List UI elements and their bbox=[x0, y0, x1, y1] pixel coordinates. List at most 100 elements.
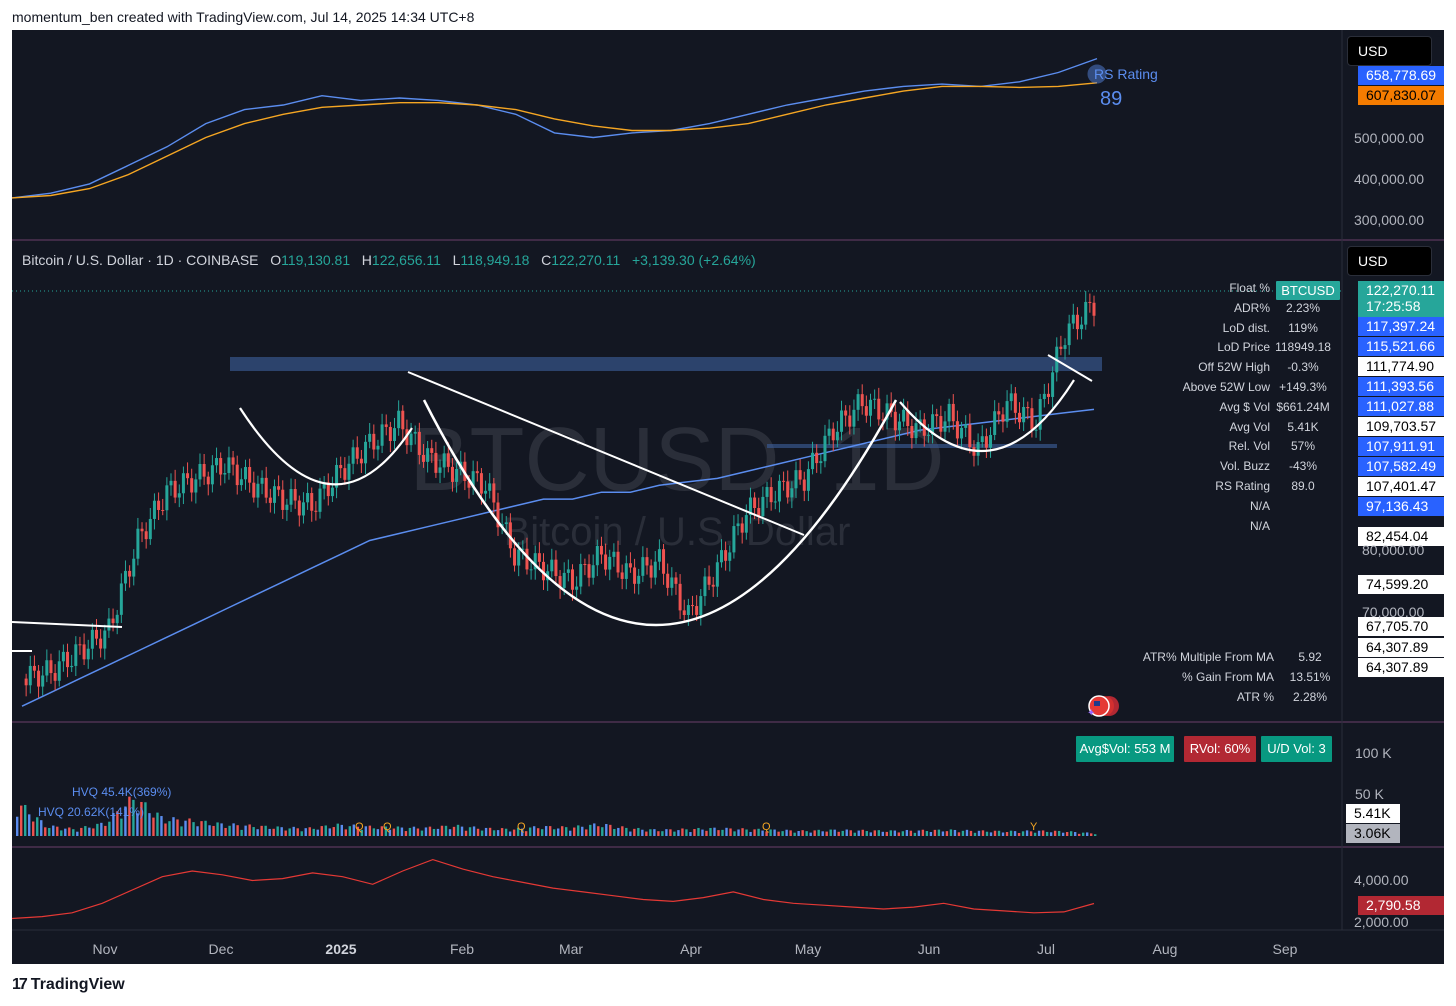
candle-body bbox=[931, 414, 935, 435]
volume-bar bbox=[104, 825, 107, 836]
candle-body bbox=[318, 488, 322, 512]
candle-body bbox=[616, 551, 620, 573]
open-label: O bbox=[270, 252, 282, 268]
volume-bar bbox=[845, 829, 848, 836]
candle-body bbox=[409, 433, 413, 446]
volume-bar bbox=[132, 799, 135, 836]
candle-body bbox=[748, 497, 752, 516]
candle-body bbox=[835, 431, 839, 441]
volume-bar bbox=[512, 829, 516, 836]
chart-frame[interactable]: BTCUSD, 1D Bitcoin / U.S. Dollar Q Q Q Q Y US… bbox=[12, 30, 1444, 964]
candle-body bbox=[819, 461, 823, 464]
stats-value: 2.23% bbox=[1285, 300, 1321, 315]
volume-bar bbox=[985, 831, 989, 836]
ticker-badge: BTCUSD bbox=[1276, 281, 1340, 300]
price-label: 111,774.90 bbox=[1358, 357, 1444, 376]
volume-bar bbox=[769, 829, 772, 836]
candle-body bbox=[666, 573, 670, 588]
currency-button-rs[interactable]: USD bbox=[1347, 36, 1432, 66]
volume-bar bbox=[897, 832, 901, 836]
time-axis-label: Dec bbox=[208, 941, 234, 957]
price-label: 107,911.91 bbox=[1358, 437, 1444, 456]
volume-bar bbox=[561, 826, 564, 836]
candle-body bbox=[285, 504, 289, 510]
candle-body bbox=[388, 426, 392, 441]
price-label: 64,307.89 bbox=[1358, 658, 1444, 677]
volume-bar bbox=[821, 831, 824, 836]
flag-icon[interactable]: ✦ bbox=[1087, 695, 1121, 719]
candle-body bbox=[239, 479, 243, 486]
candle-body bbox=[897, 421, 901, 431]
volume-bar bbox=[861, 829, 864, 836]
time-axis-label: Mar bbox=[558, 941, 584, 957]
tradingview-logo-icon: 17 bbox=[12, 976, 28, 993]
volume-bar bbox=[48, 827, 51, 836]
volume-bar bbox=[989, 832, 993, 836]
candle-body bbox=[206, 476, 210, 485]
candle-body bbox=[492, 483, 496, 503]
time-axis-label: Apr bbox=[680, 941, 702, 957]
volume-bar bbox=[1077, 833, 1081, 836]
candle-body bbox=[761, 496, 765, 517]
time-axis-label: Jul bbox=[1037, 941, 1055, 957]
candle-body bbox=[256, 483, 260, 498]
atr-line bbox=[12, 858, 1095, 920]
currency-button-price[interactable]: USD bbox=[1347, 246, 1432, 276]
symbol-name: Bitcoin / U.S. Dollar · 1D · COINBASE bbox=[22, 252, 259, 268]
candle-body bbox=[620, 572, 624, 579]
volume-bar bbox=[436, 828, 440, 836]
candle-body bbox=[1001, 414, 1005, 422]
candle-body bbox=[314, 510, 318, 512]
candle-body bbox=[326, 482, 330, 497]
candle-body bbox=[260, 477, 264, 484]
volume-bar bbox=[937, 829, 941, 836]
volume-bar bbox=[24, 804, 27, 836]
volume-bar bbox=[176, 819, 179, 836]
price-axis-0: 80,000.00 bbox=[1362, 542, 1425, 558]
volume-bar bbox=[468, 827, 472, 836]
candle-body bbox=[181, 473, 185, 494]
volume-axis-0: 100 K bbox=[1355, 745, 1392, 761]
volume-bar bbox=[1049, 832, 1053, 836]
atr-label: ATR % bbox=[1236, 690, 1274, 704]
volume-bar bbox=[316, 829, 319, 836]
rs-series-line-1 bbox=[12, 82, 1098, 199]
candle-body bbox=[765, 487, 769, 497]
volume-bar bbox=[865, 831, 868, 836]
volume-bar bbox=[741, 828, 744, 836]
volume-bar bbox=[52, 825, 55, 836]
volume-bar bbox=[593, 823, 596, 836]
volume-bar bbox=[993, 830, 997, 836]
candle-body bbox=[1084, 301, 1088, 325]
watermark-ticker: BTCUSD, 1D bbox=[409, 410, 944, 510]
candle-body bbox=[968, 424, 972, 448]
volume-bar bbox=[168, 821, 171, 836]
volume-bar bbox=[1089, 833, 1093, 836]
volume-bar bbox=[152, 817, 155, 836]
volume-bar bbox=[476, 828, 480, 836]
volume-bar bbox=[793, 832, 796, 836]
candle-body bbox=[831, 428, 835, 441]
volume-bar bbox=[252, 827, 255, 836]
candle-body bbox=[37, 670, 41, 687]
volume-bar bbox=[452, 826, 456, 836]
candle-body bbox=[78, 644, 82, 646]
volume-bar bbox=[653, 829, 656, 836]
candle-body bbox=[686, 605, 690, 615]
candle-body bbox=[984, 436, 988, 448]
candle-body bbox=[359, 458, 363, 464]
price-label: 82,454.04 bbox=[1358, 527, 1444, 546]
volume-bar bbox=[709, 828, 712, 836]
volume-bar bbox=[40, 820, 43, 836]
atr-value: 13.51% bbox=[1289, 670, 1331, 684]
volume-bar bbox=[352, 824, 356, 836]
stats-value: +149.3% bbox=[1279, 380, 1327, 394]
low-value: 118,949.18 bbox=[460, 252, 530, 268]
candle-body bbox=[856, 394, 860, 410]
tradingview-logo[interactable]: 17 TradingView bbox=[12, 976, 125, 994]
stats-label: Above 52W Low bbox=[1182, 380, 1270, 394]
volume-bar bbox=[1041, 830, 1045, 836]
candle-body bbox=[608, 556, 612, 570]
atr-row: ATR % 2.28% bbox=[1122, 690, 1342, 710]
